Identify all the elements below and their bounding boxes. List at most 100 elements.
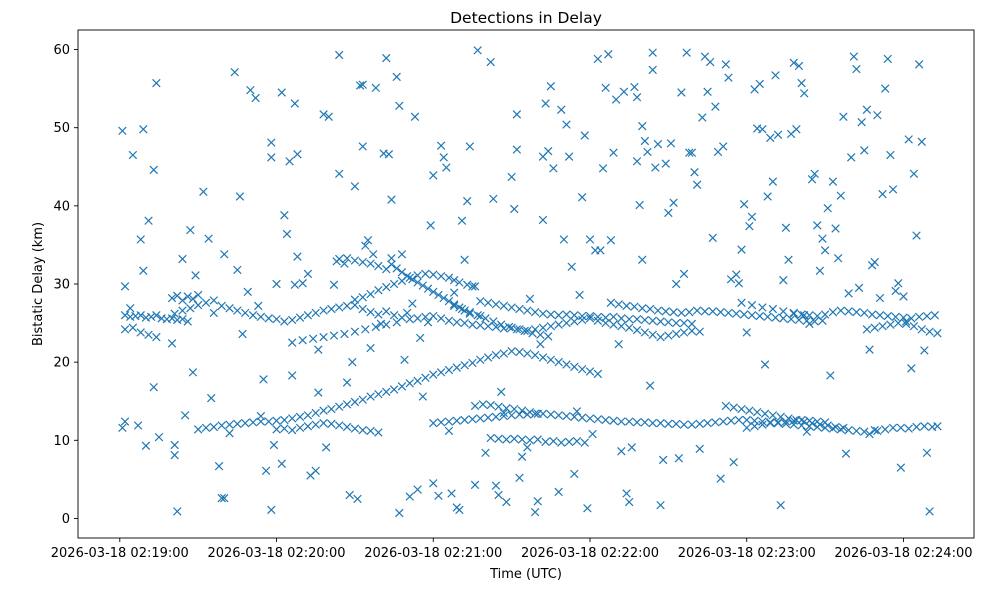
- data-point: [648, 330, 657, 340]
- data-point: [912, 231, 921, 240]
- data-point: [810, 317, 819, 326]
- data-point: [128, 150, 138, 160]
- data-point: [327, 419, 336, 429]
- data-point: [528, 329, 537, 338]
- data-point: [353, 494, 362, 504]
- data-point: [423, 318, 433, 327]
- data-point: [577, 413, 587, 422]
- data-point: [901, 317, 911, 326]
- data-point: [120, 325, 130, 334]
- data-point: [280, 415, 289, 425]
- x-tick-label: 2026-03-18 02:19:00: [51, 546, 189, 561]
- data-point: [671, 279, 681, 289]
- data-point: [287, 414, 297, 423]
- data-point: [152, 332, 161, 342]
- data-point: [671, 329, 681, 339]
- data-point: [507, 303, 516, 312]
- data-point: [483, 353, 493, 362]
- data-point: [776, 500, 785, 510]
- data-point: [444, 426, 454, 436]
- data-point: [463, 280, 472, 290]
- data-point: [656, 332, 665, 342]
- data-point: [779, 314, 788, 323]
- data-point: [711, 102, 720, 111]
- data-point: [677, 308, 686, 318]
- data-point: [141, 441, 151, 451]
- data-point: [366, 392, 375, 401]
- data-point: [193, 290, 203, 300]
- data-point: [640, 136, 650, 146]
- data-point: [410, 112, 420, 121]
- data-point: [781, 223, 791, 232]
- data-point: [429, 479, 438, 488]
- x-tick-label: 2026-03-18 02:24:00: [834, 546, 972, 561]
- data-point: [593, 369, 603, 379]
- data-point: [585, 414, 595, 423]
- data-points: [118, 46, 942, 518]
- data-point: [648, 418, 657, 428]
- data-point: [729, 457, 738, 467]
- data-point: [429, 270, 438, 279]
- data-point: [664, 419, 673, 429]
- x-tick-label: 2026-03-18 02:22:00: [521, 546, 659, 561]
- data-point: [664, 318, 673, 327]
- data-point: [389, 311, 399, 320]
- data-point: [267, 505, 276, 515]
- data-point: [319, 332, 328, 342]
- data-point: [120, 417, 130, 426]
- data-point: [504, 322, 514, 332]
- data-point: [632, 418, 642, 427]
- data-point: [604, 50, 613, 59]
- data-point: [570, 469, 579, 479]
- data-point: [894, 278, 903, 288]
- data-point: [233, 265, 242, 275]
- y-axis-label: Bistatic Delay (km): [31, 222, 46, 346]
- data-point: [144, 216, 153, 225]
- data-point: [656, 418, 665, 428]
- data-point: [687, 420, 697, 429]
- data-point: [687, 148, 697, 157]
- data-point: [348, 357, 357, 367]
- data-point: [256, 411, 266, 421]
- data-point: [355, 81, 365, 90]
- data-point: [167, 293, 177, 303]
- data-point: [627, 443, 637, 452]
- data-point: [860, 427, 869, 436]
- data-point: [781, 417, 791, 426]
- data-point: [233, 306, 242, 315]
- data-point: [818, 234, 827, 243]
- data-point: [682, 48, 691, 57]
- data-point: [920, 346, 929, 355]
- data-point: [789, 58, 798, 68]
- data-point: [873, 110, 882, 120]
- data-point: [585, 314, 595, 323]
- data-point: [272, 279, 281, 289]
- data-point: [311, 308, 320, 318]
- data-point: [580, 131, 589, 140]
- data-point: [577, 364, 587, 374]
- data-point: [382, 53, 391, 63]
- data-point: [781, 419, 791, 429]
- data-point: [152, 311, 161, 320]
- data-point: [421, 373, 430, 383]
- data-point: [173, 507, 182, 516]
- data-point: [525, 407, 535, 417]
- data-point: [507, 346, 516, 356]
- data-point: [797, 310, 806, 319]
- data-point: [470, 282, 480, 291]
- data-point: [609, 320, 618, 329]
- data-point: [335, 169, 344, 179]
- data-point: [813, 311, 822, 321]
- data-point: [358, 395, 367, 404]
- data-point: [546, 310, 556, 319]
- data-point: [917, 137, 926, 146]
- data-point: [178, 314, 187, 324]
- data-point: [828, 307, 838, 317]
- data-point: [468, 282, 477, 291]
- data-point: [883, 311, 893, 321]
- data-point: [724, 308, 733, 318]
- data-point: [272, 425, 281, 434]
- data-point: [264, 314, 273, 323]
- data-point: [538, 323, 548, 332]
- data-point: [342, 378, 352, 387]
